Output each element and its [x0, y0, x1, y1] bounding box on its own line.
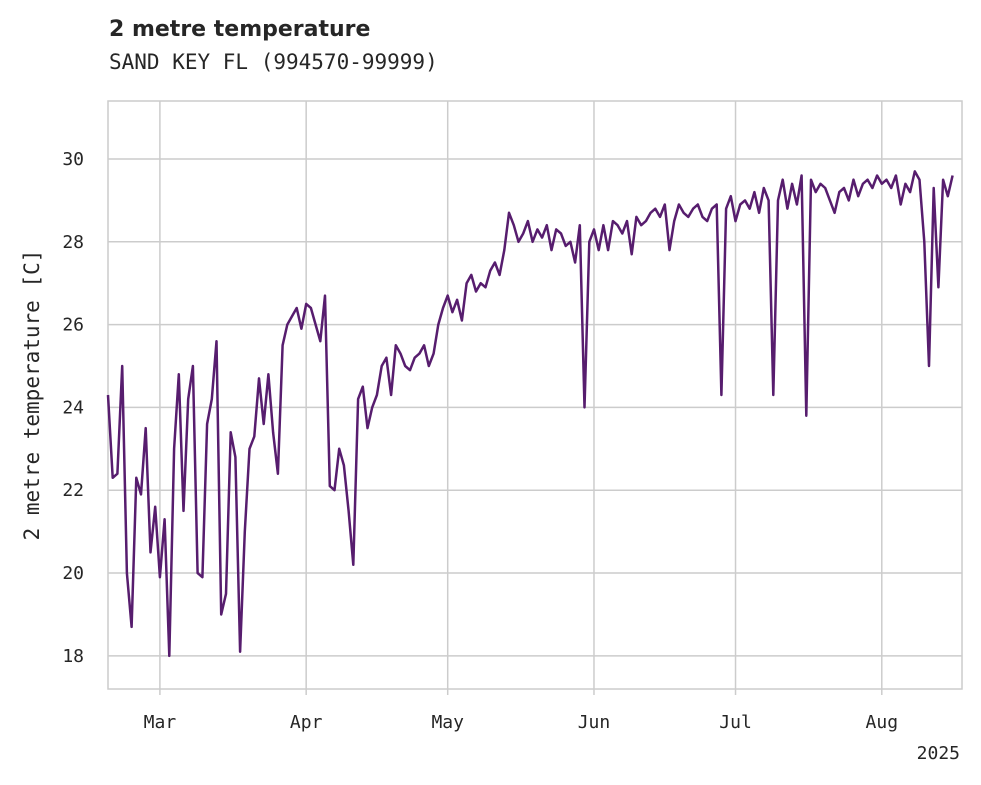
y-tick-label-20: 20 — [62, 563, 84, 584]
chart-subtitle: SAND KEY FL (994570-99999) — [109, 50, 438, 74]
plot-area-frame — [107, 100, 963, 690]
grid-lines — [108, 101, 962, 689]
y-axis-label: 2 metre temperature [C] — [20, 250, 44, 541]
x-tick-label-apr: Apr — [290, 712, 323, 733]
x-tick-label-may: May — [431, 712, 464, 733]
y-tick-label-26: 26 — [62, 315, 84, 336]
series-layer — [106, 170, 954, 658]
x-tick-label-aug: Aug — [866, 712, 899, 733]
y-tick-label-24: 24 — [62, 397, 84, 418]
y-tick-label-18: 18 — [62, 646, 84, 667]
axis-ticks: 18 20 22 24 26 28 30 Mar Apr May Jun Jul Aug — [62, 149, 898, 733]
y-tick-label-30: 30 — [62, 149, 84, 170]
chart-title: 2 metre temperature — [109, 17, 371, 42]
y-tick-label-28: 28 — [62, 232, 84, 253]
y-tick-label-22: 22 — [62, 480, 84, 501]
x-tick-label-mar: Mar — [144, 712, 177, 733]
x-tick-label-jun: Jun — [578, 712, 611, 733]
temperature-series-line — [106, 170, 954, 658]
x-tick-label-jul: Jul — [719, 712, 752, 733]
year-label: 2025 — [917, 743, 960, 764]
